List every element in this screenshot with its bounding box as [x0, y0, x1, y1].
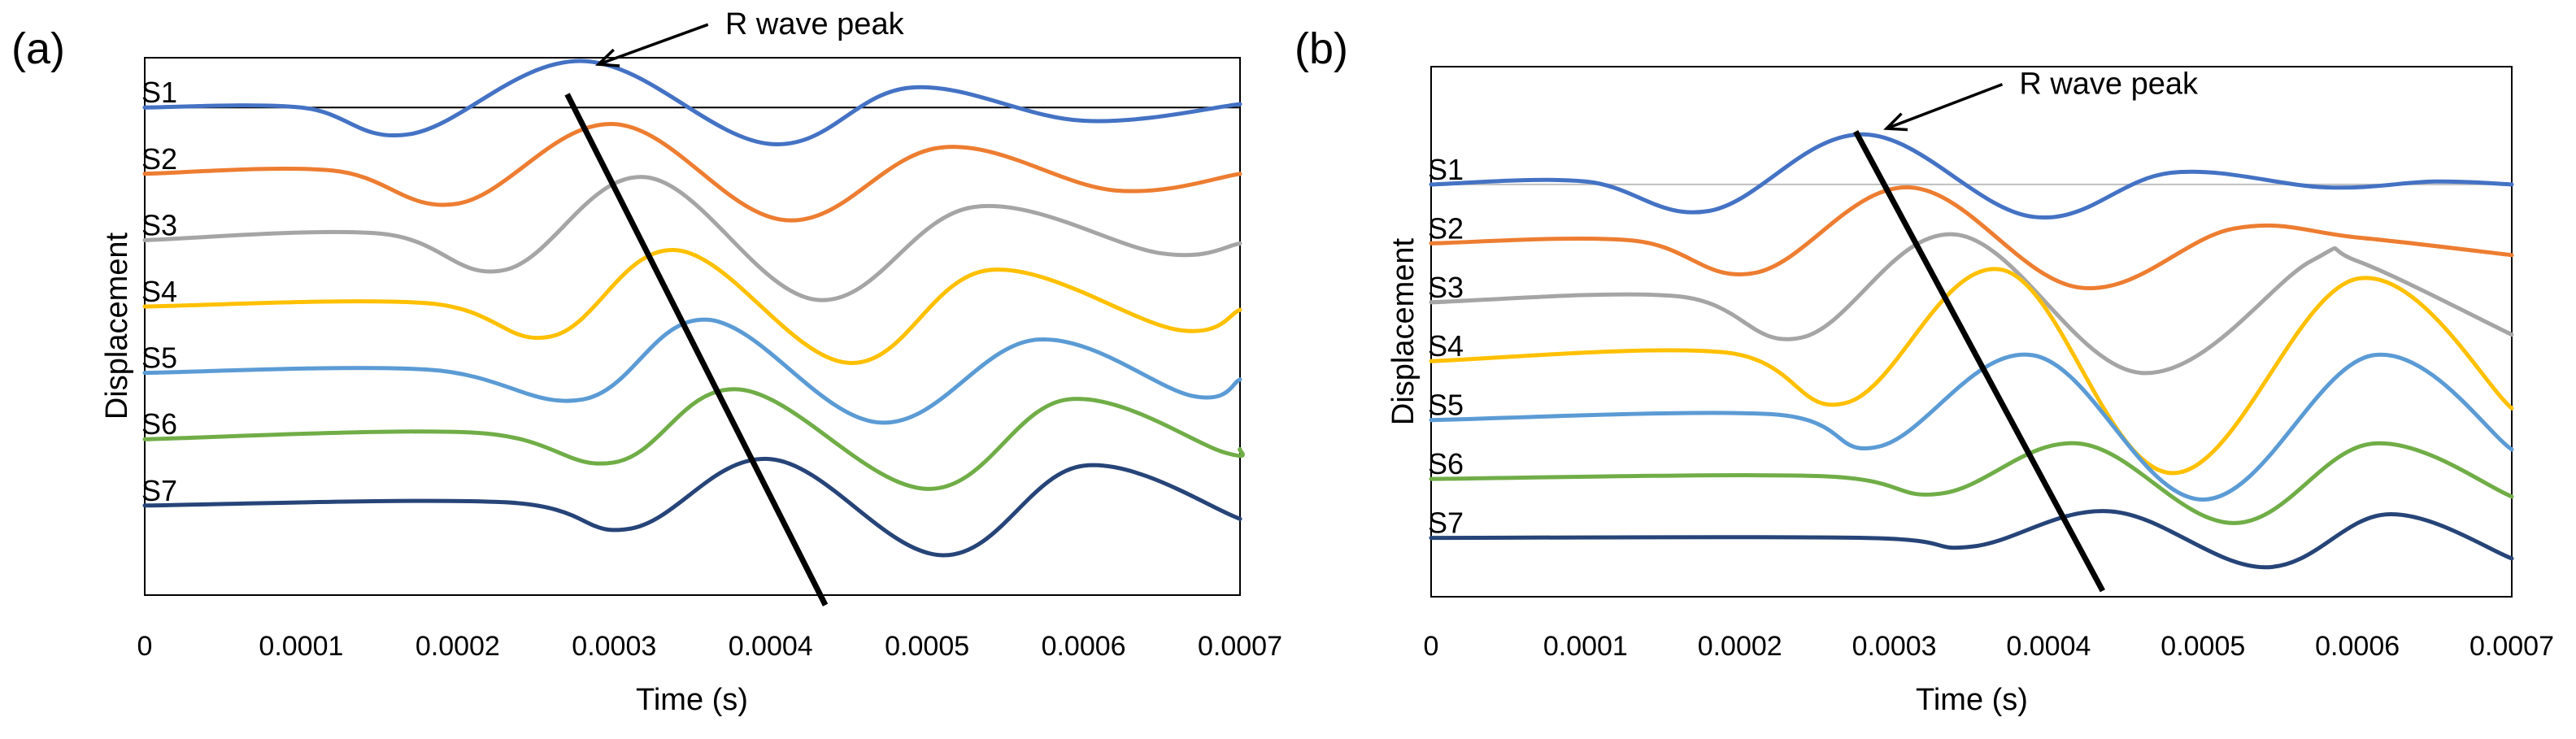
panel-b-trace-s6: [1429, 441, 2514, 525]
panel-b-x-tick: 0.0006: [2315, 631, 2400, 662]
panel-b-series-label-s5: S5: [1428, 389, 1464, 422]
panel-a-x-tick: 0.0006: [1042, 631, 1126, 662]
panel-b-x-tick: 0.0007: [2469, 631, 2554, 662]
panel-b-x-tick: 0.0002: [1698, 631, 1782, 662]
panel-a-annotation-arrowhead: [594, 48, 620, 67]
panel-b-y-axis-title: Displacement: [1386, 237, 1421, 425]
panel-a-x-tick: 0.0007: [1198, 631, 1282, 662]
panel-b-trace-s2: [1429, 185, 2514, 291]
panel-a-label: (a): [11, 24, 65, 73]
panel-b-x-tick: 0.0001: [1543, 631, 1628, 662]
panel-b-chart: (b) 0 0.0001 0.0002 0.0003 0.0004 0.0005…: [1295, 24, 2554, 717]
panel-a-trace-s5: [142, 317, 1242, 425]
panel-b-annotation-arrowhead: [1883, 112, 1908, 132]
panel-a-series-labels: S1 S2 S3 S4 S5 S6 S7: [141, 76, 177, 507]
panel-b-trace-s4: [1429, 267, 2514, 476]
panel-b-trace-s1: [1429, 132, 2514, 220]
panel-a-annotation-arrow: [598, 23, 709, 66]
panel-a-series-label-s6: S6: [141, 407, 177, 441]
panel-b-x-tick: 0: [1424, 631, 1439, 662]
panel-a-trace-s7: [142, 457, 1242, 558]
panel-a-series-label-s5: S5: [141, 341, 177, 375]
panel-b-r-wave-line: [1853, 130, 2105, 593]
panel-a-trace-s1: [142, 59, 1242, 146]
panel-b-series-label-s7: S7: [1428, 506, 1464, 540]
panel-a-x-tick: 0.0002: [416, 631, 500, 662]
panel-b-trace-s7: [1429, 509, 2514, 570]
panel-a-trace-s4: [142, 248, 1242, 365]
panel-b-annotation-text: R wave peak: [2019, 67, 2199, 102]
panel-a-series-label-s3: S3: [141, 208, 177, 241]
panel-b-series-label-s6: S6: [1428, 447, 1464, 480]
panel-b-label: (b): [1295, 24, 1348, 73]
panel-a-plot-frame: [144, 57, 1241, 596]
panel-a-x-tick: 0.0005: [885, 631, 969, 662]
panel-a-series-label-s4: S4: [141, 275, 177, 308]
panel-a-x-tick: 0.0003: [572, 631, 656, 662]
panel-b-series-label-s1: S1: [1428, 153, 1464, 186]
panel-b-trace-s5: [1429, 352, 2514, 502]
panel-b-x-ticks: 0 0.0001 0.0002 0.0003 0.0004 0.0005 0.0…: [1424, 631, 2554, 662]
panel-a-x-tick: 0.0004: [729, 631, 813, 662]
panel-a-x-tick: 0.0001: [259, 631, 343, 662]
panel-a-x-ticks: 0 0.0001 0.0002 0.0003 0.0004 0.0005 0.0…: [137, 631, 1282, 662]
panel-b-x-tick: 0.0004: [2006, 631, 2091, 662]
panel-b-series-labels: S1 S2 S3 S4 S5 S6 S7: [1428, 153, 1464, 540]
panel-a-annotation-text: R wave peak: [725, 7, 905, 41]
panel-a-x-axis-title: Time (s): [636, 683, 748, 717]
panel-b-x-axis-title: Time (s): [1916, 683, 2028, 717]
panel-b-series-label-s2: S2: [1428, 211, 1464, 245]
panel-b-x-tick: 0.0005: [2160, 631, 2245, 662]
panel-a-trace-s3: [142, 175, 1242, 302]
panel-a-r-wave-line: [564, 93, 829, 606]
panel-a-trace-s2: [142, 122, 1242, 223]
panel-a-x-tick: 0: [137, 631, 153, 662]
panel-b-series-label-s3: S3: [1428, 271, 1464, 304]
panel-a-chart: (a) 0 0.0001 0.0002 0.0003 0.0004 0.0005…: [11, 7, 1282, 717]
panel-b-x-tick: 0.0003: [1852, 631, 1937, 662]
panel-b-annotation-arrow: [1886, 83, 2004, 130]
panel-a-series-label-s2: S2: [141, 142, 177, 176]
panel-a-series-label-s7: S7: [141, 474, 177, 507]
panel-a-trace-s6: [142, 387, 1245, 491]
panel-a-traces: [142, 59, 1245, 558]
panel-b-plot-frame: [1430, 66, 2513, 598]
panel-b-series-label-s4: S4: [1428, 329, 1464, 363]
panel-a-series-label-s1: S1: [141, 76, 177, 109]
panel-a-y-axis-title: Displacement: [100, 232, 134, 419]
panel-b-trace-s3: [1429, 232, 2514, 376]
